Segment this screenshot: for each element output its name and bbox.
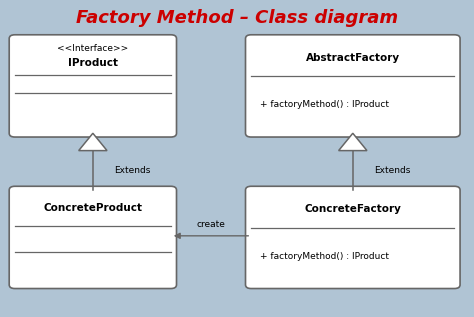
Polygon shape	[338, 133, 367, 151]
Text: create: create	[197, 220, 226, 229]
Text: AbstractFactory: AbstractFactory	[306, 53, 400, 62]
Text: <<Interface>>: <<Interface>>	[57, 44, 128, 53]
Text: + factoryMethod() : IProduct: + factoryMethod() : IProduct	[260, 252, 389, 261]
FancyBboxPatch shape	[9, 186, 176, 288]
Text: IProduct: IProduct	[68, 58, 118, 68]
FancyBboxPatch shape	[246, 186, 460, 288]
Text: Factory Method – Class diagram: Factory Method – Class diagram	[76, 9, 398, 27]
FancyBboxPatch shape	[246, 35, 460, 137]
Polygon shape	[79, 133, 107, 151]
Text: ConcreteFactory: ConcreteFactory	[304, 204, 401, 214]
Text: Extends: Extends	[374, 166, 410, 175]
Text: + factoryMethod() : IProduct: + factoryMethod() : IProduct	[260, 100, 389, 109]
Text: Extends: Extends	[114, 166, 151, 175]
FancyBboxPatch shape	[9, 35, 176, 137]
Text: ConcreteProduct: ConcreteProduct	[43, 203, 142, 213]
